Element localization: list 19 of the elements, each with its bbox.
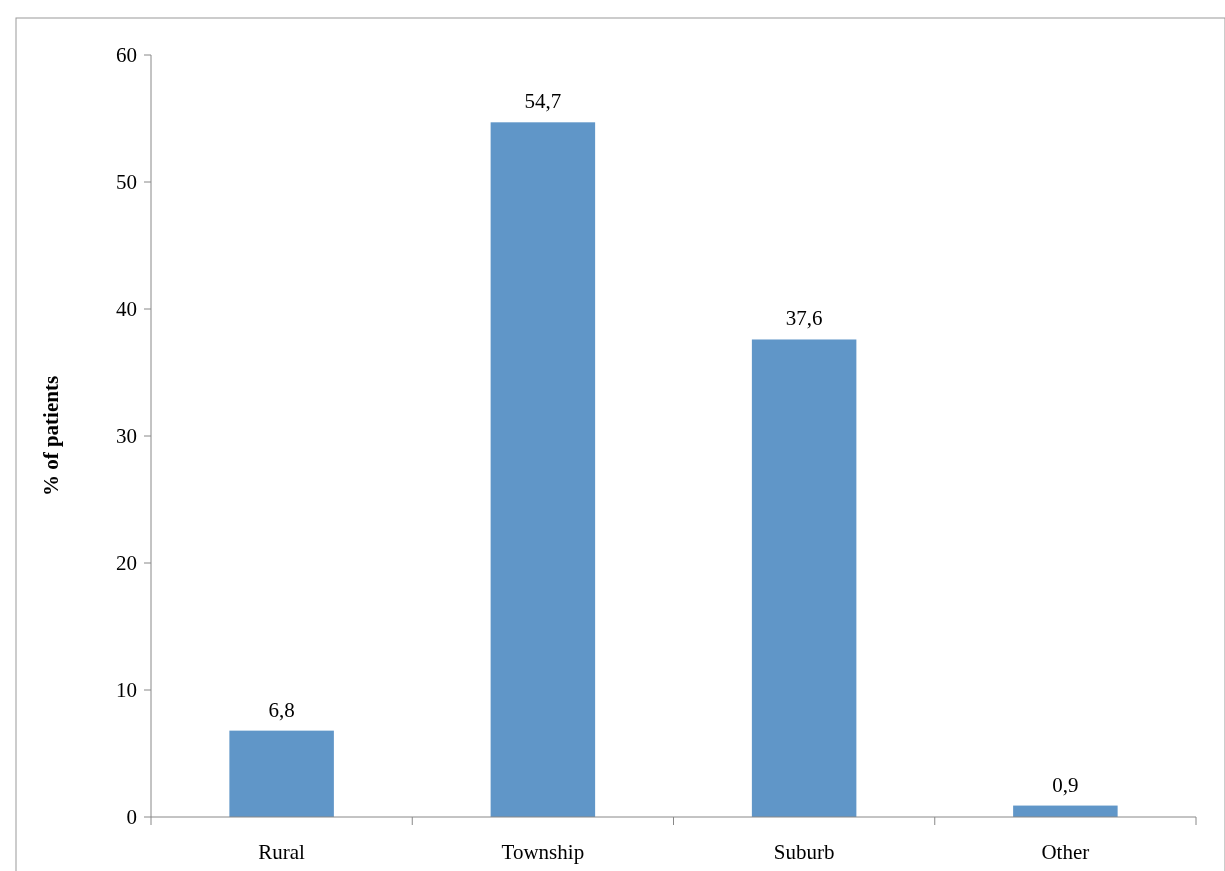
bar — [229, 730, 334, 817]
y-axis-title: % of patients — [39, 375, 63, 497]
data-label: 54,7 — [524, 89, 562, 114]
bar — [751, 339, 857, 817]
y-tick-label: 30 — [116, 424, 137, 449]
y-tick-label: 50 — [116, 170, 137, 195]
y-tick-label: 10 — [116, 678, 137, 703]
x-tick-label: Township — [501, 840, 585, 864]
data-label: 37,6 — [785, 306, 823, 331]
data-label: 0,9 — [1052, 772, 1079, 797]
data-label: 6,8 — [268, 697, 295, 722]
y-tick-label: 20 — [116, 551, 137, 576]
x-tick-label: Rural — [258, 840, 306, 864]
x-tick-label: Other — [1041, 840, 1090, 864]
y-tick-label: 60 — [116, 43, 137, 68]
x-tick-label: Suburb — [773, 840, 835, 864]
y-tick-label: 40 — [116, 297, 137, 322]
bar — [490, 122, 596, 817]
y-tick-label: 0 — [126, 805, 137, 830]
